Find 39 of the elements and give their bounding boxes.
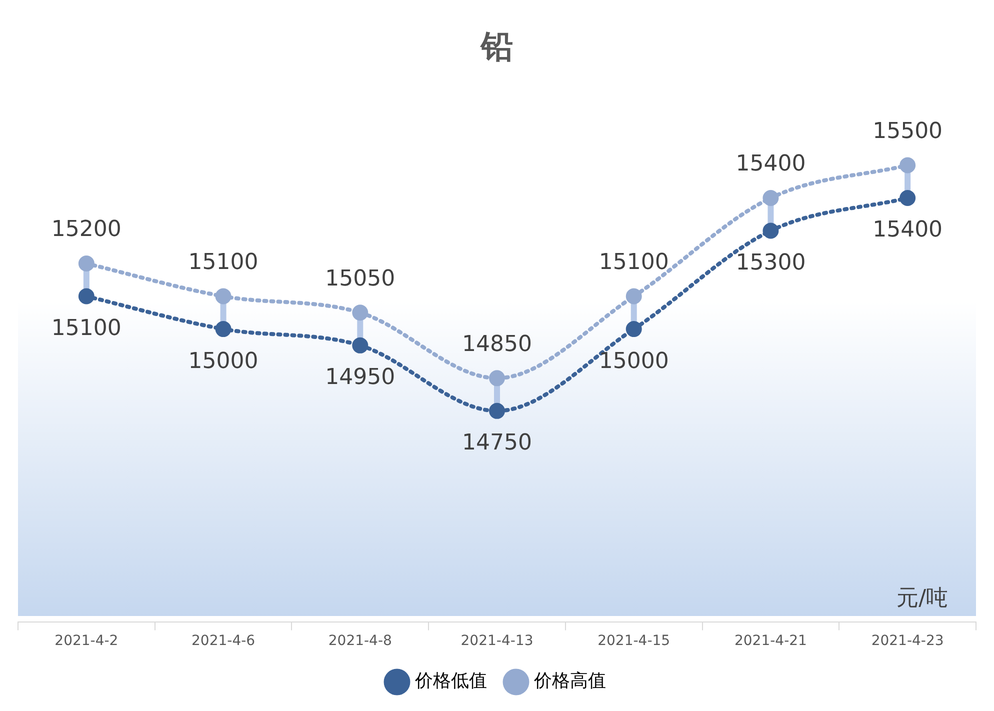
data-label: 15000	[598, 348, 669, 374]
data-label: 15100	[188, 250, 258, 275]
data-label: 14750	[462, 430, 532, 456]
x-tick-label: 2021-4-13	[460, 633, 534, 650]
data-label: 15100	[51, 316, 122, 341]
point	[900, 190, 916, 206]
point	[352, 337, 368, 354]
legend-label: 价格低值	[414, 670, 487, 692]
text: 元/吨	[896, 586, 948, 611]
data-label: 15400	[736, 152, 806, 177]
point	[489, 402, 505, 419]
point	[215, 321, 232, 338]
data-label: 15300	[736, 250, 806, 276]
point	[762, 190, 779, 206]
point	[626, 321, 642, 338]
data-label: 15050	[325, 266, 396, 292]
data-label: 15400	[872, 218, 943, 243]
data-label: 15200	[51, 217, 122, 242]
point	[78, 256, 94, 272]
x-tick-label: 2021-4-8	[328, 633, 392, 650]
point	[626, 288, 642, 304]
x-tick-label: 2021-4-15	[598, 633, 670, 650]
x-tick-label: 2021-4-21	[734, 633, 807, 650]
data-label: 14850	[462, 332, 532, 357]
chart-title: 铅	[479, 28, 513, 66]
x-tick-label: 2021-4-23	[871, 633, 944, 650]
legend-label: 价格高值	[533, 670, 606, 692]
x-tick-label: 2021-4-2	[54, 633, 118, 650]
point	[352, 304, 368, 321]
point	[489, 370, 505, 386]
point	[900, 157, 916, 174]
point	[78, 288, 94, 304]
data-label: 15000	[188, 348, 258, 374]
point	[215, 288, 232, 304]
x-tick-label: 2021-4-6	[192, 633, 256, 650]
data-label: 15100	[598, 250, 669, 275]
point	[762, 222, 779, 239]
data-label: 14950	[325, 365, 396, 390]
data-label: 15500	[872, 118, 943, 144]
